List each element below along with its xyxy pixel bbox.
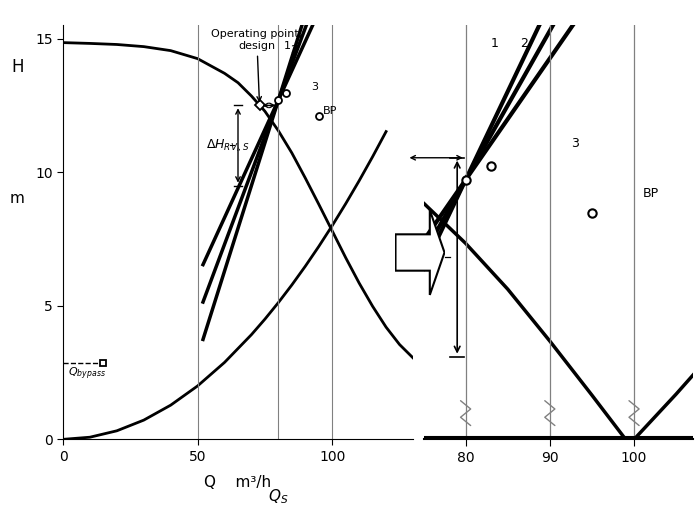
Text: 2: 2 [520, 37, 528, 50]
Text: 3: 3 [311, 82, 318, 92]
Text: 3: 3 [571, 137, 579, 149]
X-axis label: Q    m³/h: Q m³/h [204, 475, 272, 490]
Text: 2: 2 [290, 44, 298, 55]
Text: 1: 1 [284, 40, 290, 50]
Text: BP: BP [323, 106, 337, 116]
Polygon shape [395, 210, 444, 295]
Text: $\Delta H_{RV_i,S}$: $\Delta H_{RV_i,S}$ [206, 137, 249, 154]
Text: $Q_S$: $Q_S$ [268, 487, 288, 505]
Text: m: m [10, 191, 25, 206]
Text: $Q_{bypass}$: $Q_{bypass}$ [69, 366, 106, 382]
Text: BP: BP [643, 187, 659, 200]
Text: 1: 1 [491, 37, 498, 50]
Text: H: H [11, 59, 24, 76]
Text: $\Delta H_{RV_i,S}$: $\Delta H_{RV_i,S}$ [396, 248, 444, 266]
Text: Operating point,
design: Operating point, design [211, 29, 302, 101]
